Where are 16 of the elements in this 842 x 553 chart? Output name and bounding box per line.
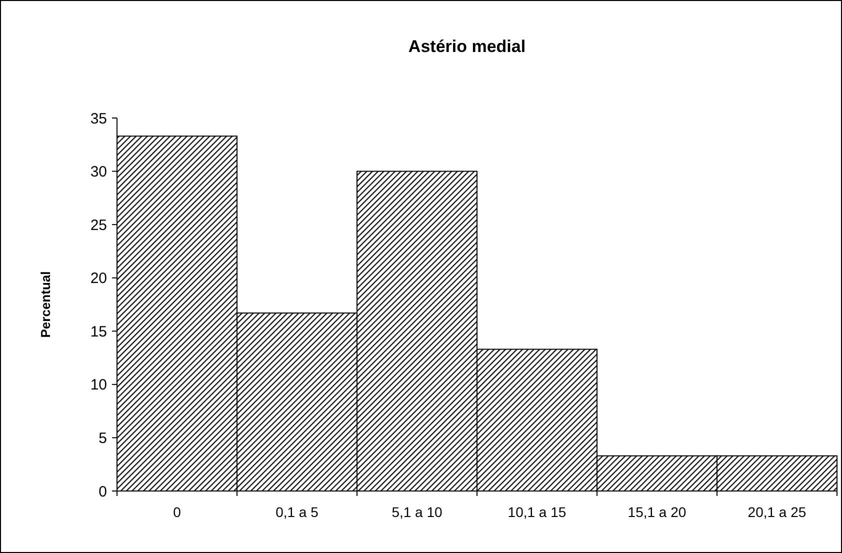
y-tick-label: 15 [90,323,107,340]
y-tick-label: 20 [90,270,107,288]
x-tick-label: 15,1 a 20 [628,504,686,520]
y-tick-label: 25 [90,216,107,234]
x-tick-label: 5,1 a 10 [392,504,443,520]
y-tick-label: 0 [98,483,107,500]
chart-title: Astério medial [408,37,526,56]
x-tick-label: 20,1 a 25 [748,504,806,520]
y-tick-label: 5 [98,430,107,447]
y-tick-label: 35 [90,110,107,128]
x-tick-label: 0 [173,504,182,520]
y-tick-label: 10 [90,376,107,394]
y-axis-title: Percentual [38,271,53,338]
y-tick-label: 30 [90,164,107,181]
x-tick-label: 0,1 a 5 [276,504,319,520]
x-tick-label: 10,1 a 15 [508,504,566,520]
